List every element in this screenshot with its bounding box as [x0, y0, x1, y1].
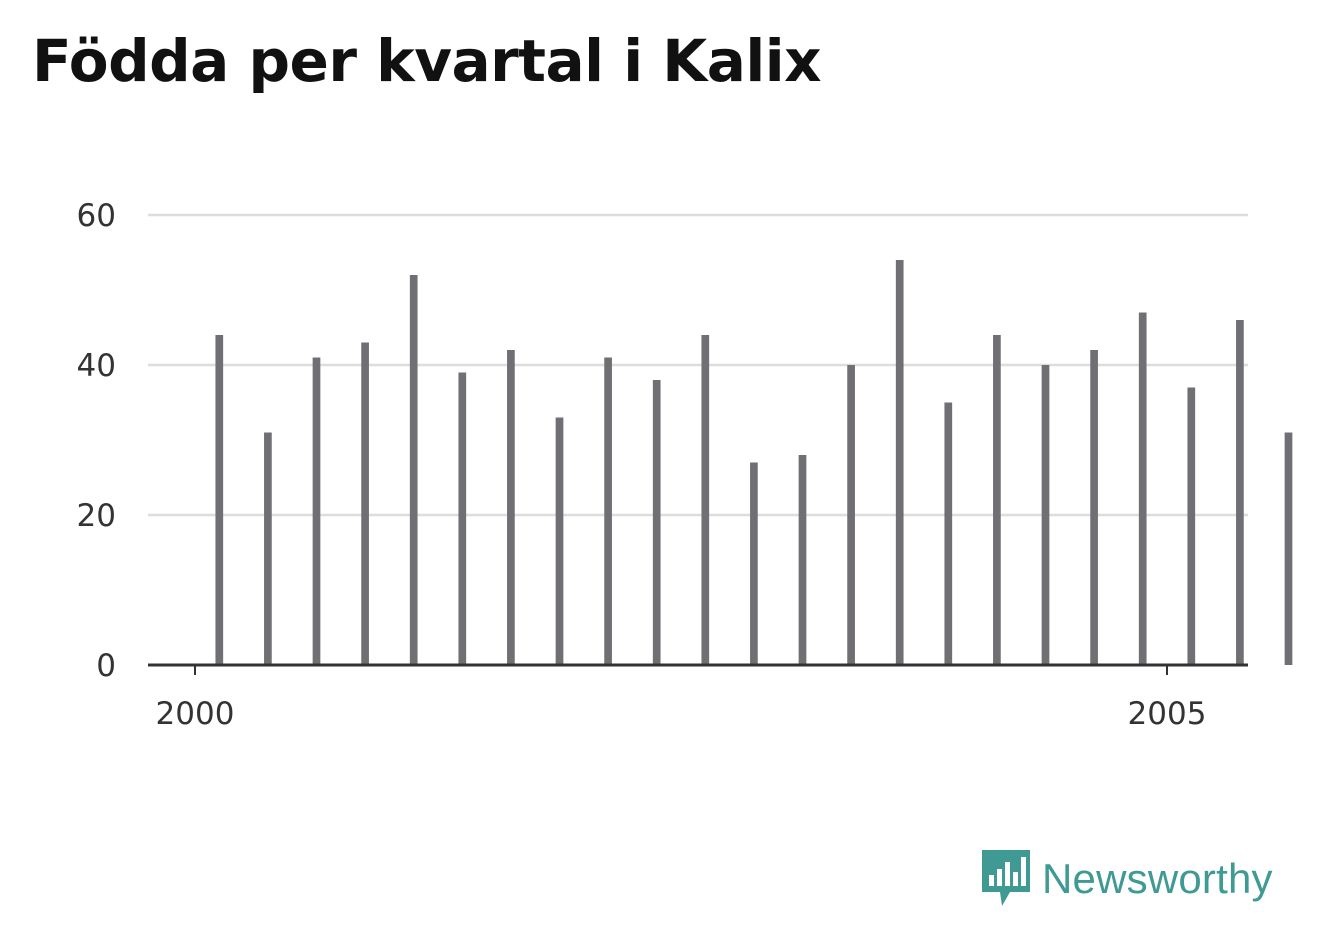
- y-tick-label-60: 60: [77, 198, 116, 234]
- bar-4: [409, 275, 418, 665]
- bar-13: [847, 365, 855, 665]
- bars: [215, 260, 1293, 665]
- bar-18: [1090, 350, 1098, 665]
- bar-8: [604, 357, 612, 665]
- bar-22: [1284, 432, 1293, 665]
- x-tick-label-2005: 2005: [1128, 696, 1207, 732]
- bar-12: [798, 455, 807, 665]
- bar-17: [1041, 365, 1050, 665]
- bar-5: [458, 372, 467, 665]
- bar-14: [895, 260, 904, 665]
- chart-title: Födda per kvartal i Kalix: [32, 27, 822, 95]
- bar-10: [701, 335, 710, 665]
- bar-20: [1187, 387, 1196, 665]
- bar-11: [750, 462, 758, 665]
- bar-21: [1236, 320, 1244, 665]
- bar-3: [361, 342, 369, 665]
- bar-19: [1138, 312, 1147, 665]
- gridlines: [148, 213, 1248, 517]
- y-tick-label-40: 40: [77, 348, 116, 384]
- bar-7: [555, 417, 564, 665]
- brand-logo: Newsworthy: [980, 848, 1273, 910]
- newsworthy-logo-icon: [982, 850, 1030, 906]
- y-tick-label-0: 0: [96, 648, 116, 684]
- bar-6: [507, 350, 515, 665]
- bar-1: [264, 432, 272, 665]
- axes: [148, 663, 1248, 675]
- bar-9: [652, 380, 661, 665]
- labels: 020406033200020052010201520202025: [77, 198, 1207, 732]
- bar-15: [944, 402, 953, 665]
- x-tick-label-2000: 2000: [156, 696, 235, 732]
- y-tick-label-20: 20: [77, 498, 116, 534]
- bar-2: [312, 357, 321, 665]
- bar-0: [215, 335, 224, 665]
- brand-name: Newsworthy: [1042, 855, 1273, 902]
- bar-16: [993, 335, 1001, 665]
